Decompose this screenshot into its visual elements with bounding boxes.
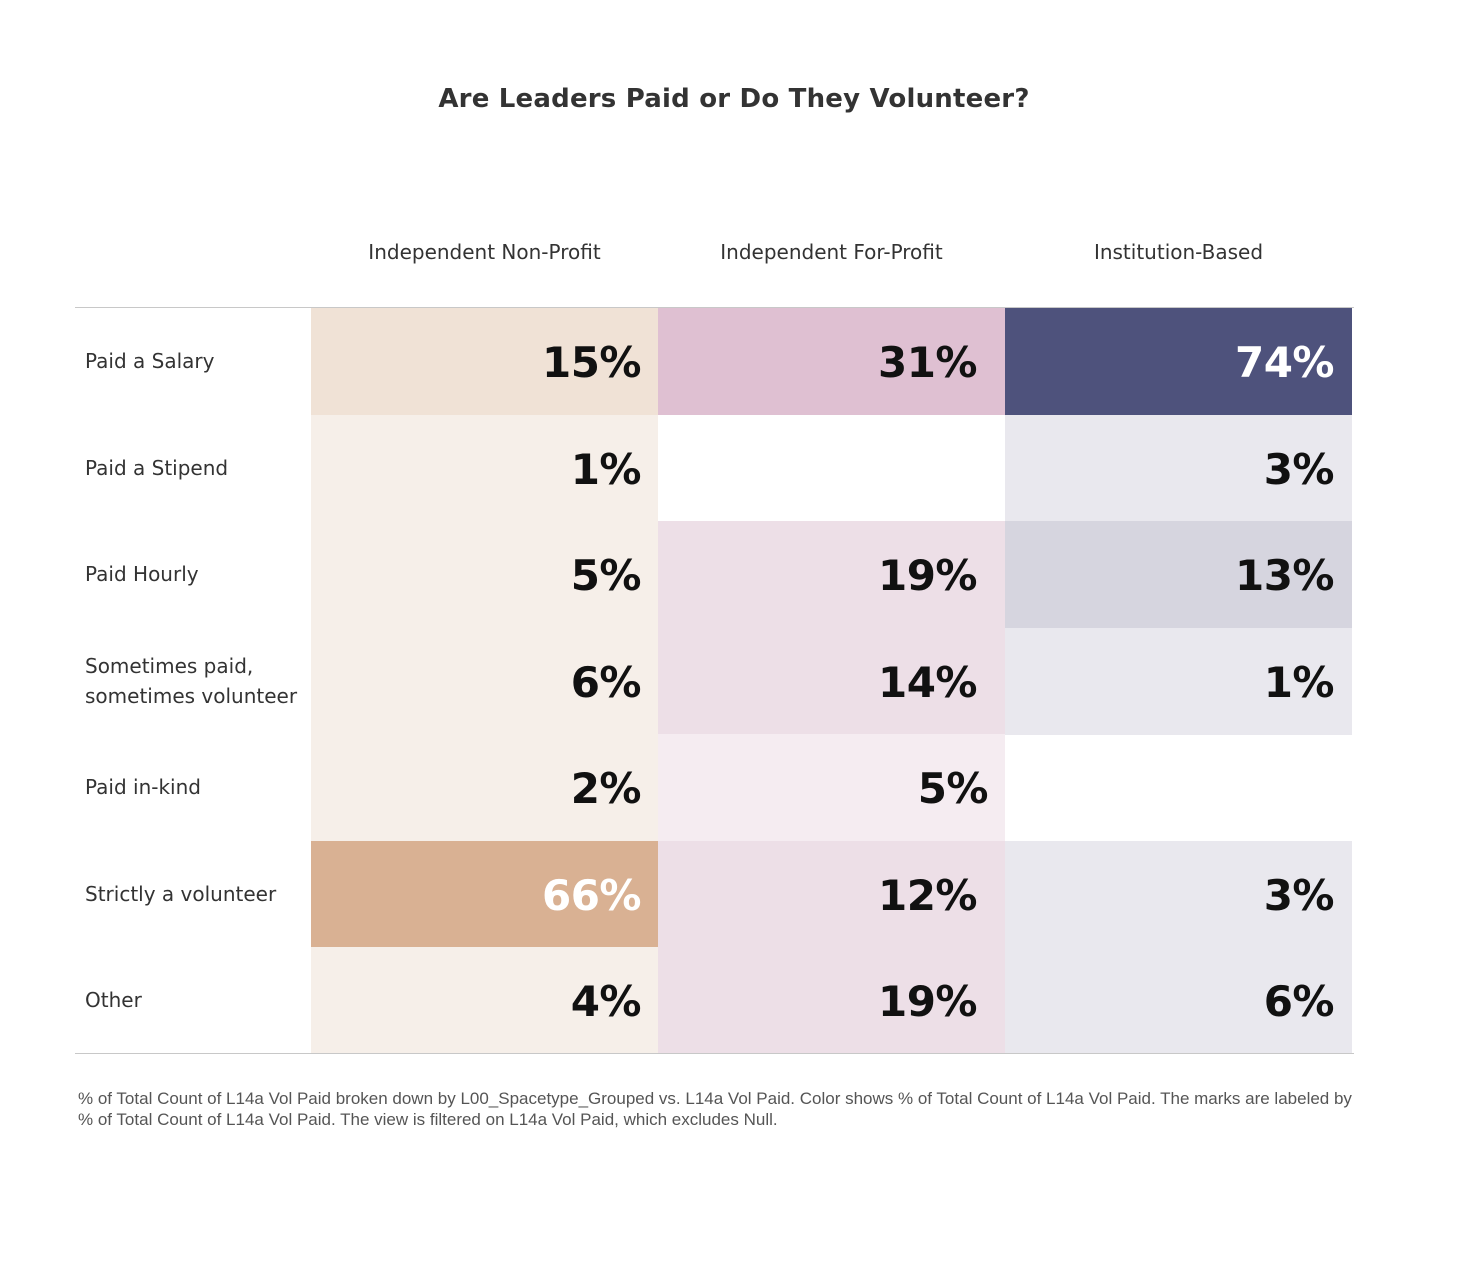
cell-value-label: 13% [1234, 551, 1335, 601]
cell-value-label: 1% [570, 444, 642, 494]
cell-value-label: 31% [877, 338, 978, 388]
heatmap-cell [311, 414, 658, 522]
cell-value-label: 1% [1263, 657, 1335, 707]
cell-value-label: 15% [541, 338, 642, 388]
bottom-rule [75, 1053, 1354, 1054]
heatmap-cell [311, 734, 658, 841]
heatmap-cell [1005, 521, 1352, 628]
heatmap-cell [658, 840, 1005, 948]
cell-value-label: 66% [541, 870, 642, 920]
heatmap-cell [311, 627, 658, 735]
heatmap-cell [1005, 414, 1352, 522]
row-label: Paid a Stipend [85, 455, 229, 480]
cell-value-label: 74% [1234, 338, 1335, 388]
heatmap-cell [658, 947, 1005, 1054]
cell-value-label: 12% [877, 870, 978, 920]
heatmap-cell [311, 947, 658, 1054]
heatmap-cell [658, 734, 1005, 841]
cell-value-label: 19% [877, 551, 978, 601]
cell-value-label: 3% [1263, 870, 1335, 920]
heatmap-cell [1005, 840, 1352, 948]
top-rule [75, 307, 1354, 308]
heatmap-cell [311, 521, 658, 628]
cell-value-label: 5% [570, 551, 642, 601]
row-label: Sometimes paid, sometimes volunteer [85, 653, 298, 708]
chart-footnote: % of Total Count of L14a Vol Paid broken… [78, 1089, 1352, 1129]
column-header: Independent For-Profit [720, 240, 943, 264]
heatmap-cell [658, 627, 1005, 735]
chart-title: Are Leaders Paid or Do They Volunteer? [438, 84, 1030, 114]
cell-value-label: 14% [877, 657, 978, 707]
cell-value-label: 5% [917, 764, 989, 814]
cell-value-label: 19% [877, 977, 978, 1027]
row-label: Paid in-kind [85, 775, 201, 800]
cell-value-label: 6% [570, 657, 642, 707]
row-label: Strictly a volunteer [85, 881, 277, 906]
heatmap-cell [658, 521, 1005, 628]
row-label: Paid Hourly [85, 562, 199, 587]
column-header: Institution-Based [1093, 240, 1264, 264]
row-label: Other [85, 988, 142, 1013]
heatmap-cell [311, 840, 658, 948]
cell-value-label: 4% [570, 977, 642, 1027]
row-label: Paid a Salary [85, 349, 215, 374]
cell-value-label: 3% [1263, 444, 1335, 494]
heatmap-cell [1005, 627, 1352, 735]
cell-value-label: 6% [1263, 977, 1335, 1027]
heatmap-cell [311, 308, 658, 415]
cell-value-label: 2% [570, 764, 642, 814]
column-header: Independent Non-Profit [368, 240, 601, 264]
heatmap-cell [658, 308, 1005, 415]
heatmap-cell [1005, 308, 1352, 415]
heatmap-cell [1005, 947, 1352, 1054]
